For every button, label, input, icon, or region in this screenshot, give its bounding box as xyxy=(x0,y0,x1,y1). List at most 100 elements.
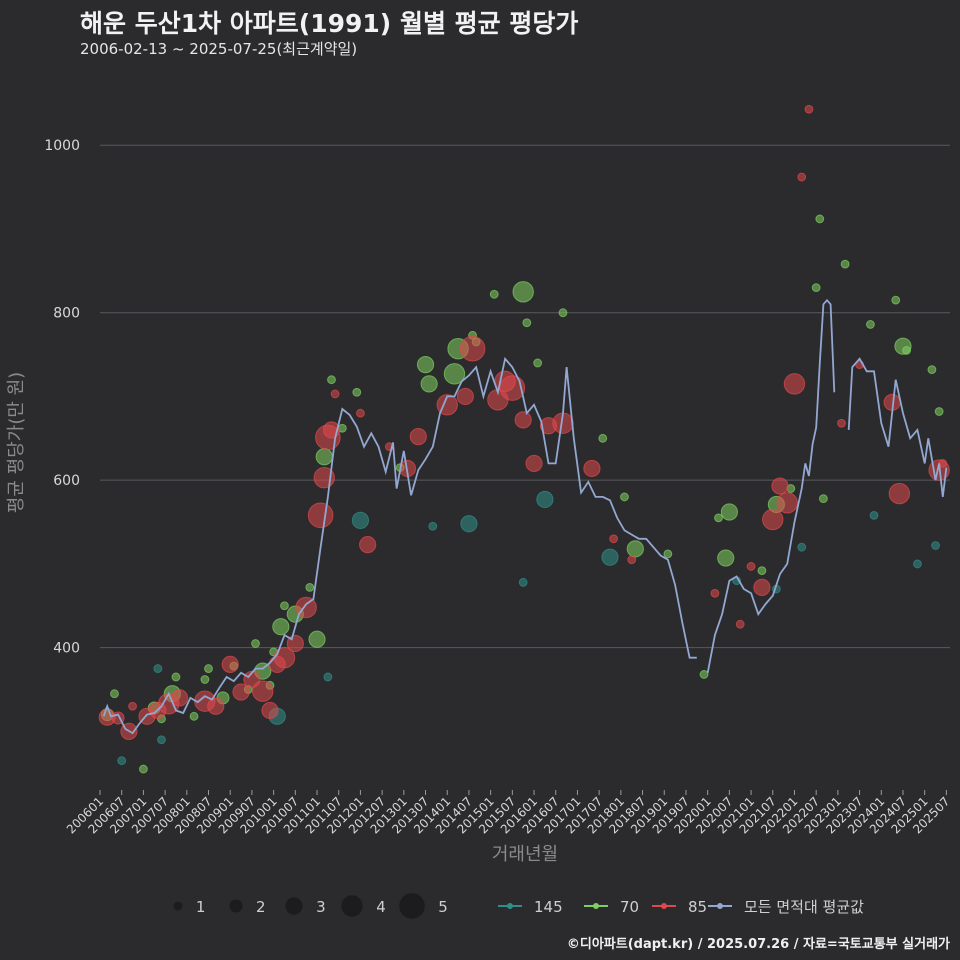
data-point-70 xyxy=(902,345,911,355)
data-point-145 xyxy=(797,542,807,552)
data-point-70 xyxy=(171,672,181,682)
data-point-70 xyxy=(620,492,629,502)
data-point-70 xyxy=(934,407,944,416)
data-point-70 xyxy=(512,281,534,303)
data-point-85 xyxy=(762,508,784,531)
data-point-85 xyxy=(409,428,427,446)
data-point-145 xyxy=(931,541,940,550)
data-point-85 xyxy=(735,619,745,629)
size-legend-dot xyxy=(173,901,183,911)
data-point-85 xyxy=(330,389,340,399)
size-legend-label: 4 xyxy=(376,898,386,916)
data-point-85 xyxy=(356,408,365,418)
average-price-line xyxy=(102,356,697,735)
data-point-70 xyxy=(840,259,850,269)
data-point-145 xyxy=(601,548,619,566)
data-point-85 xyxy=(359,536,377,554)
data-point-70 xyxy=(315,448,333,466)
data-point-70 xyxy=(714,513,723,523)
y-tick-label: 1000 xyxy=(44,138,80,154)
data-point-70 xyxy=(420,375,438,393)
data-point-70 xyxy=(663,549,673,559)
size-legend-label: 5 xyxy=(438,898,448,916)
size-legend-label: 2 xyxy=(256,898,266,916)
size-legend-dot xyxy=(399,893,425,919)
data-point-85 xyxy=(499,375,526,401)
data-point-85 xyxy=(459,335,486,362)
data-point-85 xyxy=(627,555,637,565)
y-axis-title: 평균 평당가(만 원) xyxy=(6,372,27,513)
data-point-85 xyxy=(888,482,911,505)
data-point-85 xyxy=(307,502,334,529)
legend-key-dot xyxy=(593,903,599,909)
data-point-145 xyxy=(913,559,922,569)
size-legend-dot xyxy=(285,897,303,915)
legend-key-dot xyxy=(661,903,667,909)
data-point-70 xyxy=(443,363,466,385)
data-point-70 xyxy=(204,664,213,673)
data-point-70 xyxy=(927,365,937,375)
data-point-85 xyxy=(252,680,274,702)
data-point-70 xyxy=(598,433,608,443)
data-point-70 xyxy=(558,308,568,318)
average-price-line xyxy=(847,357,948,498)
data-point-70 xyxy=(416,356,435,374)
data-point-85 xyxy=(753,578,771,596)
data-point-70 xyxy=(139,764,148,774)
y-tick-label: 600 xyxy=(53,473,80,489)
data-point-145 xyxy=(460,515,478,533)
data-point-145 xyxy=(323,672,333,682)
data-point-145 xyxy=(157,735,166,745)
y-tick-label: 400 xyxy=(53,641,80,657)
x-axis-title: 거래년월 xyxy=(492,844,558,865)
data-point-145 xyxy=(869,510,879,520)
legend-label: 145 xyxy=(534,898,563,916)
data-point-70 xyxy=(200,675,210,684)
data-point-85 xyxy=(710,588,720,598)
data-point-85 xyxy=(456,387,474,406)
data-point-145 xyxy=(351,511,370,529)
data-point-145 xyxy=(117,756,127,766)
data-point-70 xyxy=(699,670,709,679)
data-point-85 xyxy=(746,562,756,571)
data-point-70 xyxy=(757,566,767,576)
data-point-70 xyxy=(272,618,290,636)
data-point-85 xyxy=(232,683,250,701)
data-point-70 xyxy=(819,494,828,504)
size-legend-dot xyxy=(341,895,363,917)
data-point-145 xyxy=(153,664,163,673)
y-tick-label: 800 xyxy=(53,306,80,322)
chart-subtitle: 2006-02-13 ~ 2025-07-25(최근계약일) xyxy=(80,40,358,58)
data-point-70 xyxy=(110,689,119,699)
legend-key-dot xyxy=(507,903,513,909)
data-point-70 xyxy=(533,358,543,368)
data-point-85 xyxy=(804,104,814,114)
data-point-70 xyxy=(308,630,326,648)
data-point-85 xyxy=(261,701,279,720)
data-point-70 xyxy=(717,549,735,567)
data-point-70 xyxy=(305,582,315,592)
source-caption: ©디아파트(dapt.kr) / 2025.07.26 / 자료=국토교통부 실… xyxy=(566,937,950,952)
legend-key-dot xyxy=(717,903,723,909)
data-point-85 xyxy=(797,172,807,182)
data-point-70 xyxy=(815,214,825,224)
data-point-70 xyxy=(522,318,532,328)
data-point-145 xyxy=(518,577,528,587)
data-point-70 xyxy=(251,639,260,648)
data-point-85 xyxy=(221,655,239,673)
data-point-85 xyxy=(783,373,806,395)
data-point-70 xyxy=(720,503,738,521)
size-legend-label: 1 xyxy=(196,898,206,916)
legend-label: 85 xyxy=(688,898,707,916)
data-point-85 xyxy=(771,477,789,495)
data-point-85 xyxy=(525,454,543,473)
data-point-70 xyxy=(280,601,289,611)
data-point-70 xyxy=(626,540,644,558)
data-point-70 xyxy=(811,283,821,292)
size-legend-label: 3 xyxy=(316,898,326,916)
data-point-70 xyxy=(489,289,499,299)
average-price-line xyxy=(706,298,836,673)
legend-label: 70 xyxy=(620,898,639,916)
data-point-70 xyxy=(327,375,336,385)
